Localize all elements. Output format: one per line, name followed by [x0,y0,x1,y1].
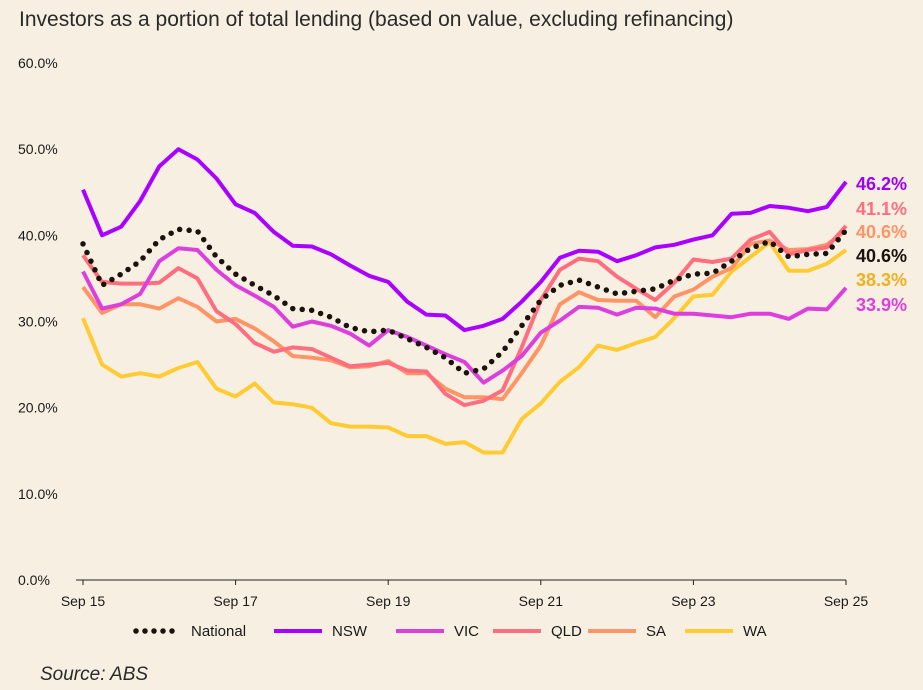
end-label-nsw: 46.2% [856,174,907,194]
x-tick-label: Sep 15 [61,593,106,609]
y-tick-label: 0.0% [18,572,50,588]
source-note: Source: ABS [40,664,149,685]
end-label-wa: 38.3% [856,270,907,290]
y-tick-label: 60.0% [18,55,58,71]
series-line-wa [81,240,848,455]
legend-label-nsw: NSW [332,623,368,640]
y-tick-label: 50.0% [18,141,58,157]
y-tick-label: 20.0% [18,400,58,416]
end-label-qld: 41.1% [856,199,907,219]
series-line-vic [81,246,848,385]
y-tick-label: 30.0% [18,314,58,330]
legend-label-wa: WA [743,623,767,640]
end-label-sa: 40.6% [856,222,907,242]
legend-label-sa: SA [646,623,666,640]
series-line-qld [81,224,848,408]
chart-title: Investors as a portion of total lending … [19,8,734,31]
y-tick-label: 40.0% [18,227,58,243]
series-line-nsw [81,147,848,333]
series-line-national [80,226,849,376]
end-label-vic: 33.9% [856,295,907,315]
legend-label-qld: QLD [551,623,582,640]
end-label-national: 40.6% [856,246,907,266]
x-tick-label: Sep 23 [671,593,716,609]
x-tick-label: Sep 21 [519,593,564,609]
x-tick-label: Sep 17 [213,593,258,609]
legend-label-vic: VIC [454,623,479,640]
legend-label-national: National [191,623,246,640]
x-tick-label: Sep 25 [824,593,869,609]
y-tick-label: 10.0% [18,486,58,502]
series-line-sa [81,228,848,402]
x-tick-label: Sep 19 [366,593,411,609]
